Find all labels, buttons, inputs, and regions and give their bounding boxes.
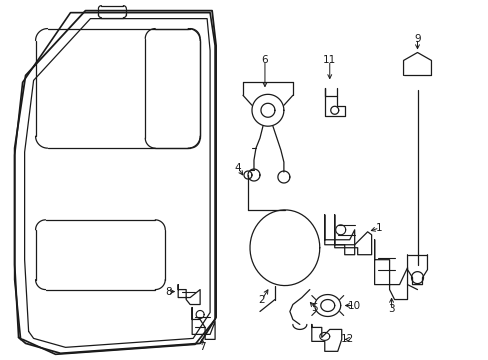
Text: 6: 6 <box>261 55 268 66</box>
Text: 10: 10 <box>347 301 361 311</box>
Text: 1: 1 <box>376 223 382 233</box>
Text: 9: 9 <box>413 33 420 44</box>
Text: 5: 5 <box>311 302 318 312</box>
Text: 11: 11 <box>323 55 336 66</box>
Text: 12: 12 <box>341 334 354 345</box>
Text: 7: 7 <box>199 342 205 352</box>
Text: 2: 2 <box>258 294 264 305</box>
Text: 3: 3 <box>387 305 394 315</box>
Text: 4: 4 <box>234 163 241 173</box>
Text: 8: 8 <box>164 287 171 297</box>
